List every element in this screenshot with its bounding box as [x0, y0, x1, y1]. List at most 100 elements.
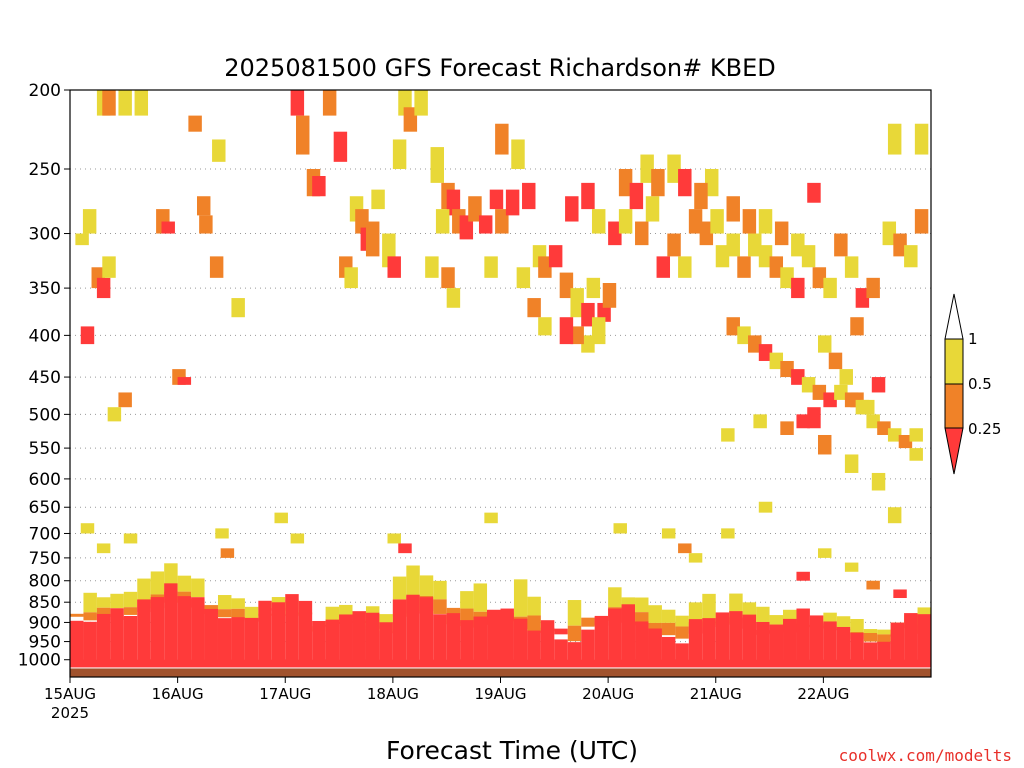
bl-mid-0-0: [70, 613, 84, 617]
ri-cell-63: [570, 288, 584, 318]
ri-cell-112: [839, 369, 853, 385]
color-legend: 1 0.5 0.25: [944, 293, 1001, 475]
bl-mid-5-44: [661, 622, 676, 636]
bl-mid-0-11: [217, 609, 232, 618]
bl-upper-3-26: [419, 575, 434, 596]
bl-upper-0-3: [110, 593, 124, 609]
xtick-label-15AUG: 15AUG: [44, 685, 96, 703]
ri-cell-77: [591, 209, 606, 234]
bl-low-0-9: [191, 598, 205, 667]
bl-low-6-50: [742, 614, 757, 667]
ri-cell-111: [828, 352, 843, 370]
bl-low-3-28: [446, 613, 461, 667]
bl-low-6-46: [688, 619, 703, 667]
ytick-label-550: 550: [29, 439, 61, 459]
bl-low-0-11: [217, 618, 232, 667]
richardson-cells: [75, 90, 929, 599]
ri-cell-13: [80, 326, 95, 345]
ytick-label-900: 900: [29, 613, 61, 633]
ri-cell-174: [678, 543, 692, 554]
ri-cell-107: [807, 182, 821, 203]
bl-low-6-48: [715, 612, 730, 667]
ri-cell-25: [312, 176, 326, 197]
ri-cell-90: [748, 233, 762, 257]
bl-upper-6-46: [688, 602, 703, 623]
ri-cell-4: [188, 115, 202, 132]
ri-cell-158: [651, 168, 665, 197]
ri-cell-138: [704, 168, 719, 197]
bl-upper-4-33: [513, 579, 528, 617]
ri-cell-74: [516, 267, 531, 289]
ri-cell-1: [102, 90, 116, 116]
ri-cell-116: [726, 317, 740, 336]
ytick-label-600: 600: [29, 470, 61, 490]
ri-cell-26: [322, 90, 337, 116]
bl-low-0-6: [150, 597, 165, 667]
ri-cell-73: [527, 298, 541, 318]
ytick-label-700: 700: [29, 524, 61, 544]
bl-low-7-54: [796, 608, 810, 667]
ri-cell-109: [914, 123, 929, 155]
bl-low-4-33: [513, 618, 528, 667]
ri-cell-76: [581, 182, 595, 210]
xtick-label-20AUG: 20AUG: [582, 685, 634, 703]
ri-cell-7: [212, 139, 226, 162]
bl-upper-0-2: [96, 597, 111, 608]
bl-upper-7-57: [836, 616, 851, 627]
ri-cell-143: [774, 221, 789, 246]
bl-upper-4-30: [473, 583, 488, 612]
ri-cell-118: [748, 335, 762, 353]
bl-upper-0-6: [150, 571, 165, 595]
bl-low-0-3: [110, 616, 124, 667]
ri-cell-173: [661, 528, 676, 539]
bl-low-1-17: [298, 600, 313, 667]
bl-low-0-8: [177, 596, 192, 667]
bl-low-2-22: [365, 612, 380, 667]
bl-low-8-62: [904, 613, 918, 667]
bl-low-3-26: [419, 597, 434, 667]
bl-low-2-21: [352, 611, 366, 667]
ri-cell-108: [887, 123, 902, 155]
ri-cell-14: [118, 392, 132, 408]
ri-cell-169: [387, 533, 401, 544]
ri-cell-110: [817, 335, 832, 353]
ri-cell-163: [96, 543, 111, 554]
ri-cell-115: [871, 377, 886, 393]
bl-low-7-53: [783, 618, 797, 667]
bl-upper-3-27: [433, 580, 447, 600]
ri-cell-148: [796, 414, 810, 429]
ri-cell-11: [102, 256, 116, 278]
ri-cell-157: [640, 154, 654, 183]
ri-cell-141: [742, 209, 757, 234]
legend-label-1: 1: [968, 330, 978, 348]
ri-cell-92: [769, 256, 784, 278]
ri-cell-181: [866, 580, 880, 590]
bl-low-1-15: [271, 602, 286, 667]
ri-cell-172: [613, 523, 627, 534]
bl-mid-3-27: [433, 599, 447, 614]
ri-cell-78: [608, 221, 622, 246]
bl-low-8-61: [890, 622, 905, 667]
ri-cell-38: [392, 139, 407, 169]
ri-cell-120: [769, 352, 784, 370]
ri-cell-144: [791, 233, 805, 257]
ri-cell-127: [844, 392, 859, 408]
ri-cell-22: [290, 90, 305, 116]
bl-low-0-4: [123, 615, 138, 667]
ri-cell-102: [882, 221, 897, 246]
ri-cell-98: [834, 233, 848, 257]
ri-cell-96: [812, 267, 827, 289]
ri-cell-49: [489, 189, 504, 210]
bl-upper-4-34: [527, 596, 541, 616]
bl-upper-3-25: [406, 565, 420, 596]
bl-low-7-58: [850, 632, 864, 667]
bl-low-2-19: [325, 619, 340, 667]
ri-cell-58: [522, 182, 536, 210]
bl-low-6-52: [769, 630, 784, 667]
ri-cell-60: [538, 256, 552, 278]
bl-upper-3-29: [460, 591, 474, 609]
ri-cell-62: [559, 272, 574, 299]
ri-cell-99: [844, 256, 859, 278]
bl-upper-6-51: [756, 606, 770, 622]
